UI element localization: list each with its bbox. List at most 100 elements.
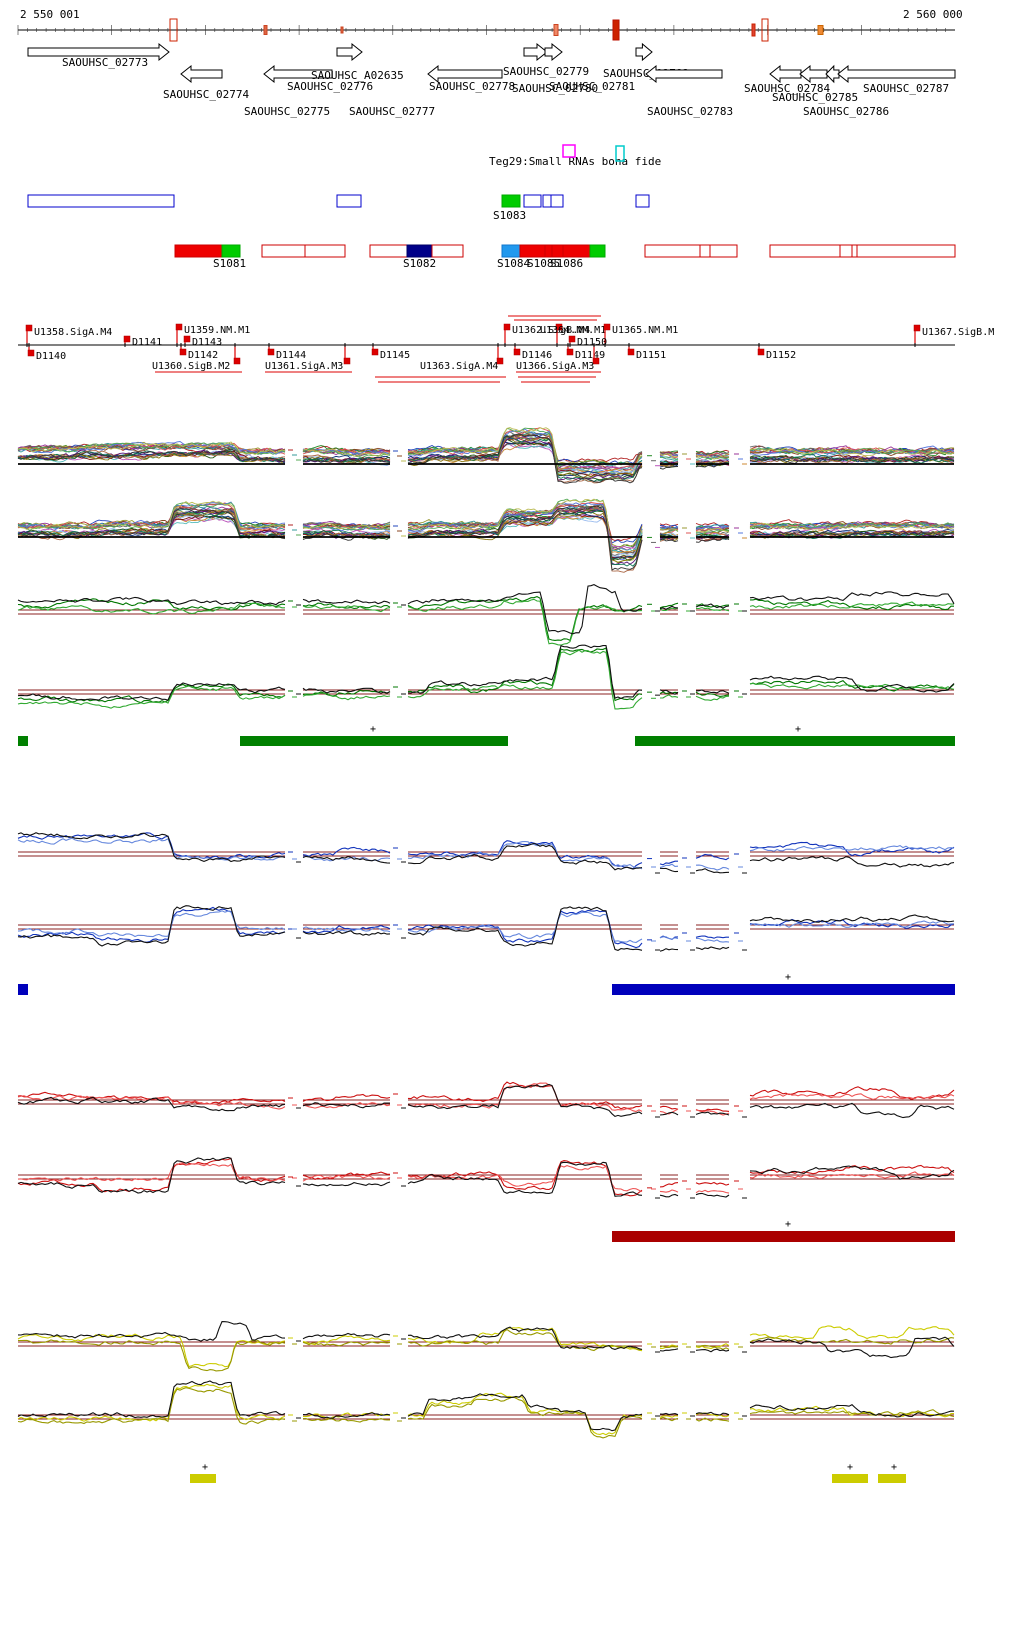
tss-label: U1360.SigB.M2 xyxy=(152,361,230,372)
transcript-box[interactable] xyxy=(635,194,650,208)
strand-bar-blue[interactable] xyxy=(18,984,28,995)
tss-flag[interactable] xyxy=(503,323,511,331)
gene-arrow[interactable] xyxy=(825,64,840,84)
tss-flag[interactable] xyxy=(496,357,504,365)
tss-label: D1144 xyxy=(276,350,306,361)
transcript-box[interactable] xyxy=(542,194,564,208)
tss-flag[interactable] xyxy=(175,323,183,331)
transcript-box[interactable] xyxy=(221,244,241,258)
strand-bar-green[interactable] xyxy=(240,736,508,746)
tss-flag[interactable] xyxy=(267,348,275,356)
tss-flag[interactable] xyxy=(179,348,187,356)
gene-arrow[interactable] xyxy=(180,64,223,84)
coverage-line xyxy=(17,1157,955,1197)
strand-bar-yellow[interactable] xyxy=(832,1474,868,1483)
gene-arrow[interactable] xyxy=(544,42,563,62)
coverage-line xyxy=(17,905,955,952)
strand-bar-green[interactable] xyxy=(635,736,955,746)
coverage-line xyxy=(17,507,955,573)
tss-flag[interactable] xyxy=(555,323,563,331)
coverage-line xyxy=(17,427,955,476)
gene-label: SAOUHSC_02778 xyxy=(429,80,515,93)
tss-label: D1146 xyxy=(522,350,552,361)
gene-label: SAOUHSC_A02635 xyxy=(311,69,404,82)
tss-label: D1152 xyxy=(766,350,796,361)
tss-flag[interactable] xyxy=(568,335,576,343)
gene-arrow[interactable] xyxy=(837,64,956,84)
ruler-marker xyxy=(761,18,769,42)
transcript-box[interactable] xyxy=(174,244,223,258)
tss-flag[interactable] xyxy=(371,348,379,356)
tss-label: U1358.SigA.M4 xyxy=(34,327,112,338)
tss-flag[interactable] xyxy=(513,348,521,356)
gene-arrow[interactable] xyxy=(263,64,333,84)
transcript-box[interactable] xyxy=(501,244,521,258)
ruler-marker xyxy=(553,24,559,36)
transcript-box[interactable] xyxy=(336,194,362,208)
gene-arrow[interactable] xyxy=(635,42,653,62)
transcript-box[interactable] xyxy=(523,194,542,208)
gene-arrow[interactable] xyxy=(27,42,170,62)
gene-label: SAOUHSC_02785 xyxy=(772,91,858,104)
strand-bar-blue[interactable] xyxy=(612,984,955,995)
coverage-line xyxy=(18,1328,955,1372)
gene-arrow[interactable] xyxy=(799,64,828,84)
tss-flag[interactable] xyxy=(25,324,33,332)
gene-arrow[interactable] xyxy=(427,64,503,84)
transcript-box[interactable] xyxy=(261,244,306,258)
strand-bar-green[interactable] xyxy=(18,736,28,746)
strand-bar-red[interactable] xyxy=(612,1231,955,1242)
coverage-line xyxy=(17,832,955,874)
tss-label: D1143 xyxy=(192,337,222,348)
strand-bar-plus: + xyxy=(785,1219,791,1230)
tss-flag[interactable] xyxy=(757,348,765,356)
coverage-line xyxy=(17,1387,955,1439)
gene-arrow[interactable] xyxy=(769,64,802,84)
tss-flag[interactable] xyxy=(123,335,131,343)
transcript-box[interactable] xyxy=(501,194,521,208)
tss-flag[interactable] xyxy=(592,357,600,365)
transcript-box[interactable] xyxy=(589,244,606,258)
strand-bar-yellow[interactable] xyxy=(190,1474,216,1483)
coverage-line xyxy=(17,583,955,635)
transcript-label: S1086 xyxy=(550,257,583,270)
coverage-line xyxy=(17,596,954,642)
strand-bar-yellow[interactable] xyxy=(878,1474,906,1483)
ruler-marker xyxy=(263,25,268,35)
gene-label: SAOUHSC_02781 xyxy=(549,80,635,93)
transcript-box[interactable] xyxy=(562,244,591,258)
gene-arrow[interactable] xyxy=(645,64,723,84)
tss-flag[interactable] xyxy=(627,348,635,356)
gene-label: SAOUHSC_02780 xyxy=(512,82,598,95)
transcript-box[interactable] xyxy=(431,244,464,258)
gene-arrow[interactable] xyxy=(523,42,548,62)
transcript-label: S1083 xyxy=(493,209,526,222)
tss-flag[interactable] xyxy=(27,349,35,357)
tss-flag[interactable] xyxy=(913,324,921,332)
coverage-line xyxy=(17,435,955,484)
transcript-box[interactable] xyxy=(406,244,433,258)
transcript-box[interactable] xyxy=(27,194,175,208)
tss-label: U1364.NM.M1 xyxy=(540,325,606,336)
tss-label: D1149 xyxy=(575,350,605,361)
ruler-marker xyxy=(169,18,178,42)
coverage-line xyxy=(17,1383,954,1436)
tss-flag[interactable] xyxy=(566,348,574,356)
transcript-box[interactable] xyxy=(519,244,564,258)
transcript-box[interactable] xyxy=(369,244,408,258)
gene-label: SAOUHSC_02786 xyxy=(803,105,889,118)
tss-flag[interactable] xyxy=(183,335,191,343)
transcript-box[interactable] xyxy=(304,244,346,258)
transcript-box[interactable] xyxy=(769,244,956,258)
tss-flag[interactable] xyxy=(233,357,241,365)
tss-flag[interactable] xyxy=(343,357,351,365)
tss-label: D1150 xyxy=(577,337,607,348)
tss-label: U1366.SigA.M3 xyxy=(516,361,594,372)
tss-flag[interactable] xyxy=(603,323,611,331)
coverage-line xyxy=(17,647,955,704)
transcript-box[interactable] xyxy=(644,244,738,258)
transcript-label: S1082 xyxy=(403,257,436,270)
tss-label: U1367.SigB.M xyxy=(922,327,994,338)
gene-arrow[interactable] xyxy=(336,42,363,62)
